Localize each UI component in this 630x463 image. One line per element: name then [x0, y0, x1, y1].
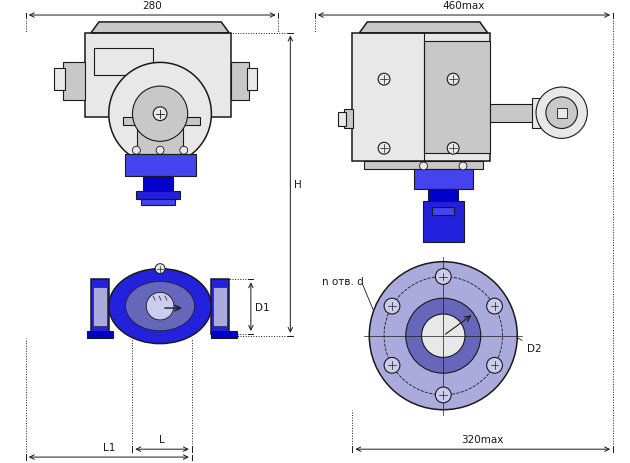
- Circle shape: [447, 143, 459, 155]
- Bar: [212, 331, 237, 338]
- Bar: [64, 63, 85, 100]
- Bar: [247, 69, 257, 91]
- Bar: [423, 201, 464, 243]
- Circle shape: [435, 387, 451, 403]
- Text: n отв. d: n отв. d: [322, 277, 364, 287]
- Circle shape: [406, 299, 481, 373]
- Text: 320max: 320max: [462, 434, 504, 444]
- Text: 460max: 460max: [443, 1, 485, 11]
- Circle shape: [447, 74, 459, 86]
- Bar: [87, 331, 113, 338]
- Bar: [91, 280, 109, 334]
- Bar: [137, 125, 183, 155]
- Circle shape: [459, 163, 467, 170]
- Circle shape: [146, 293, 174, 320]
- Bar: [428, 189, 458, 203]
- Bar: [414, 169, 473, 189]
- Circle shape: [156, 147, 164, 155]
- Circle shape: [384, 299, 400, 314]
- Circle shape: [132, 147, 140, 155]
- Bar: [54, 69, 66, 91]
- Bar: [94, 49, 153, 76]
- Polygon shape: [91, 23, 229, 34]
- Circle shape: [420, 163, 428, 170]
- Bar: [352, 34, 490, 162]
- Circle shape: [536, 88, 587, 139]
- Bar: [93, 288, 107, 326]
- Bar: [143, 176, 173, 194]
- Text: H: H: [294, 180, 302, 190]
- Circle shape: [132, 87, 188, 142]
- Circle shape: [378, 74, 390, 86]
- Circle shape: [421, 314, 465, 357]
- Bar: [490, 105, 534, 122]
- Circle shape: [180, 147, 188, 155]
- Circle shape: [384, 357, 400, 373]
- Bar: [364, 162, 483, 169]
- Bar: [212, 280, 229, 334]
- Bar: [123, 118, 200, 125]
- Bar: [338, 113, 346, 126]
- Bar: [432, 208, 454, 216]
- Bar: [141, 199, 175, 206]
- Circle shape: [546, 98, 578, 129]
- Text: L1: L1: [103, 442, 115, 452]
- Bar: [214, 288, 227, 326]
- Circle shape: [435, 269, 451, 285]
- Polygon shape: [359, 23, 488, 34]
- Bar: [85, 34, 231, 118]
- Text: D1: D1: [255, 302, 270, 312]
- Text: 280: 280: [142, 1, 162, 11]
- Text: L: L: [159, 434, 165, 444]
- Bar: [231, 63, 249, 100]
- Ellipse shape: [109, 269, 212, 344]
- Text: D2: D2: [479, 316, 542, 353]
- Bar: [423, 42, 490, 154]
- Circle shape: [153, 107, 167, 121]
- Circle shape: [155, 264, 165, 274]
- Ellipse shape: [125, 282, 195, 331]
- Circle shape: [486, 299, 503, 314]
- Circle shape: [369, 262, 517, 410]
- Circle shape: [486, 357, 503, 373]
- Bar: [137, 191, 180, 199]
- Circle shape: [109, 63, 212, 166]
- Bar: [343, 110, 353, 129]
- Bar: [532, 99, 540, 128]
- Bar: [125, 155, 195, 176]
- Bar: [557, 108, 566, 119]
- Circle shape: [378, 143, 390, 155]
